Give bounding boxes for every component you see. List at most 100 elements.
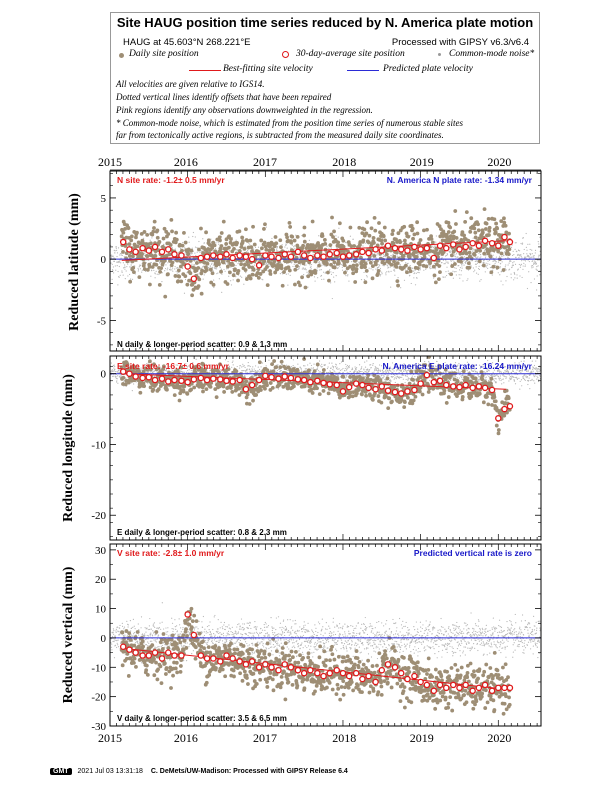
- cmn-point: [267, 270, 269, 272]
- daily-point: [228, 270, 232, 275]
- cmn-point: [480, 279, 482, 281]
- cmn-point: [332, 250, 334, 252]
- cmn-point: [445, 259, 447, 261]
- cmn-point: [396, 254, 398, 256]
- cmn-point: [307, 364, 309, 366]
- avg30-point: [404, 247, 411, 254]
- cmn-point: [390, 380, 392, 382]
- cmn-point: [462, 263, 464, 265]
- cmn-point: [141, 269, 143, 271]
- avg30-point: [326, 251, 334, 258]
- cmn-point: [523, 248, 525, 251]
- daily-point: [495, 265, 500, 270]
- cmn-point: [394, 377, 396, 379]
- cmn-point: [358, 369, 360, 372]
- cmn-point: [413, 365, 415, 367]
- cmn-point: [363, 372, 365, 374]
- cmn-point: [259, 370, 261, 372]
- cmn-point: [202, 238, 204, 240]
- daily-point: [482, 251, 487, 256]
- cmn-point: [164, 270, 166, 272]
- cmn-point: [227, 268, 229, 270]
- cmn-point: [320, 365, 322, 367]
- cmn-point: [253, 264, 256, 266]
- daily-point: [329, 262, 333, 267]
- cmn-point: [224, 263, 227, 265]
- north-scatter-label: N daily & longer-period scatter: 0.9 & 1…: [117, 340, 287, 349]
- cmn-point: [525, 232, 527, 235]
- daily-point: [452, 229, 457, 234]
- daily-point: [239, 245, 244, 249]
- daily-point: [488, 254, 493, 259]
- top-year-label-2017: 2017: [253, 155, 277, 169]
- daily-point: [272, 244, 277, 249]
- daily-point: [174, 230, 179, 235]
- cmn-point: [255, 370, 257, 372]
- cmn-point: [247, 251, 250, 254]
- daily-point: [131, 265, 136, 270]
- cmn-point: [414, 375, 416, 378]
- daily-point: [248, 238, 253, 243]
- cmn-point: [483, 259, 485, 261]
- cmn-point: [201, 266, 204, 268]
- cmn-point: [417, 254, 419, 256]
- cmn-point: [389, 379, 392, 381]
- cmn-point: [124, 266, 126, 268]
- daily-point: [392, 259, 396, 264]
- daily-point: [123, 226, 127, 231]
- cmn-point: [335, 235, 337, 237]
- cmn-point: [419, 363, 421, 366]
- cmn-point: [401, 372, 404, 374]
- cmn-point: [370, 356, 373, 358]
- cmn-point: [413, 381, 415, 383]
- cmn-point: [375, 257, 377, 259]
- daily-point: [352, 244, 357, 248]
- cmn-point: [128, 273, 131, 276]
- cmn-point: [381, 370, 384, 372]
- cmn-point: [117, 260, 119, 263]
- cmn-point: [386, 271, 388, 273]
- daily-point: [487, 233, 491, 237]
- cmn-point: [148, 259, 150, 261]
- daily-point: [370, 264, 375, 268]
- cmn-point: [167, 267, 169, 269]
- cmn-point: [368, 370, 370, 372]
- cmn-point: [333, 370, 335, 372]
- daily-point: [402, 238, 407, 243]
- cmn-point: [438, 369, 440, 371]
- cmn-point: [492, 269, 494, 271]
- cmn-point: [345, 242, 347, 244]
- cmn-point: [385, 380, 387, 382]
- cmn-point: [168, 367, 170, 369]
- cmn-point: [346, 270, 348, 272]
- cmn-point: [220, 268, 223, 270]
- cmn-point: [244, 375, 246, 377]
- cmn-point: [202, 278, 204, 280]
- cmn-point: [375, 268, 377, 270]
- cmn-point: [471, 259, 474, 262]
- cmn-point: [477, 267, 480, 270]
- cmn-point: [117, 284, 119, 286]
- cmn-point: [335, 367, 338, 370]
- cmn-point: [372, 269, 374, 271]
- daily-point: [372, 253, 377, 258]
- cmn-point: [385, 272, 387, 274]
- cmn-point: [494, 262, 496, 265]
- daily-point: [446, 230, 451, 234]
- cmn-point: [321, 278, 323, 281]
- cmn-point: [511, 266, 513, 269]
- daily-point: [366, 240, 371, 245]
- cmn-point: [121, 254, 123, 257]
- cmn-point: [197, 363, 200, 366]
- cmn-point: [393, 378, 395, 380]
- cmn-point: [407, 378, 409, 380]
- cmn-point: [534, 260, 536, 262]
- cmn-point: [120, 248, 123, 251]
- cmn-point: [218, 368, 220, 370]
- cmn-point: [250, 270, 253, 272]
- cmn-point: [324, 265, 326, 267]
- daily-point: [287, 259, 292, 263]
- cmn-point: [347, 274, 349, 276]
- cmn-point: [185, 363, 187, 365]
- daily-point: [345, 259, 350, 264]
